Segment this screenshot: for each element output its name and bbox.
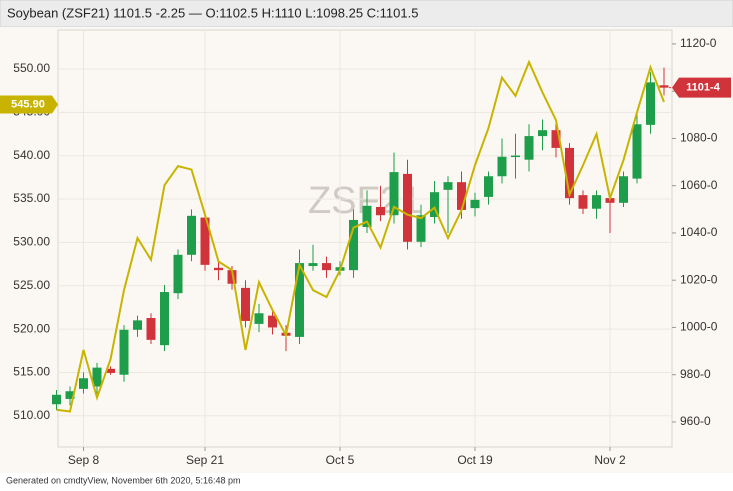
candle-body: [403, 173, 412, 242]
x-tick-label: Oct 5: [326, 453, 355, 467]
candle-body: [524, 136, 534, 160]
candle-body: [619, 176, 628, 203]
y-tick-label: 535.00: [13, 191, 50, 205]
candle-body: [484, 176, 493, 197]
candle-body: [430, 192, 439, 218]
candle-body: [241, 287, 250, 321]
y2-tick-label: 980-0: [680, 367, 711, 381]
last-value-tag: [0, 95, 58, 114]
candle-body: [632, 124, 642, 179]
candle-body: [470, 199, 480, 209]
y2-tick-label: 1020-0: [680, 272, 718, 286]
y2-tick-label: 1080-0: [680, 131, 718, 145]
candle-body: [133, 320, 142, 330]
candle-body: [254, 313, 264, 324]
y-tick-label: 540.00: [13, 148, 50, 162]
chart-title: Soybean (ZSF21) 1101.5 -2.25 — O:1102.5 …: [7, 5, 418, 20]
candle-body: [119, 329, 129, 375]
candle-body: [349, 219, 358, 271]
candle-body: [362, 205, 372, 228]
candle-body: [52, 394, 61, 405]
candle-body: [160, 292, 169, 346]
candle-body: [187, 215, 196, 255]
footer-bar: [0, 473, 733, 491]
plot-frame: [57, 29, 673, 448]
x-tick-label: Oct 19: [457, 453, 493, 467]
x-tick-label: Sep 8: [68, 453, 100, 467]
y-tick-label: 520.00: [13, 321, 50, 335]
candle-body: [565, 147, 574, 199]
candle-body: [214, 267, 223, 271]
candle-body: [443, 182, 453, 190]
y2-tick-label: 1040-0: [680, 225, 718, 239]
candle-body: [322, 263, 331, 271]
candle-body: [173, 254, 183, 294]
y-tick-label: 515.00: [13, 365, 50, 379]
last-value-label: 545.90: [11, 98, 45, 110]
last-value-label: 1101-4: [686, 82, 721, 94]
candle-body: [592, 195, 601, 209]
last-value-tag: [672, 77, 731, 98]
y-tick-label: 550.00: [13, 61, 50, 75]
chart-area: [0, 27, 733, 473]
candle-body: [457, 182, 466, 210]
x-tick-label: Nov 2: [594, 453, 626, 467]
x-tick-label: Sep 21: [186, 453, 224, 467]
candle-body: [389, 172, 399, 216]
candle-body: [646, 82, 655, 125]
y2-tick-label: 960-0: [680, 414, 711, 428]
candle-body: [511, 155, 520, 158]
candle-body: [227, 270, 237, 284]
y-tick-label: 530.00: [13, 235, 50, 249]
candle-body: [146, 318, 156, 340]
footer: Generated on cmdtyView, November 6th 202…: [6, 475, 240, 485]
y2-tick-label: 1060-0: [680, 178, 718, 192]
y-tick-label: 525.00: [13, 278, 50, 292]
candle-body: [92, 367, 102, 387]
candle-body: [659, 85, 669, 88]
candle-body: [295, 263, 304, 337]
y-tick-label: 510.00: [13, 408, 50, 422]
candle-body: [551, 130, 561, 148]
candle-body: [79, 378, 88, 389]
candle-body: [106, 368, 115, 373]
candle-body: [416, 215, 426, 242]
candle-body: [65, 391, 75, 399]
candle-body: [200, 217, 210, 265]
candle-body: [376, 206, 385, 216]
candle-body: [497, 156, 507, 177]
y2-tick-label: 1000-0: [680, 320, 718, 334]
y2-tick-label: 1120-0: [680, 36, 717, 50]
line-series: [56, 59, 665, 413]
candle-body: [268, 315, 277, 328]
candle-body: [538, 130, 547, 137]
candle-body: [308, 263, 318, 267]
candle-body: [578, 195, 588, 209]
